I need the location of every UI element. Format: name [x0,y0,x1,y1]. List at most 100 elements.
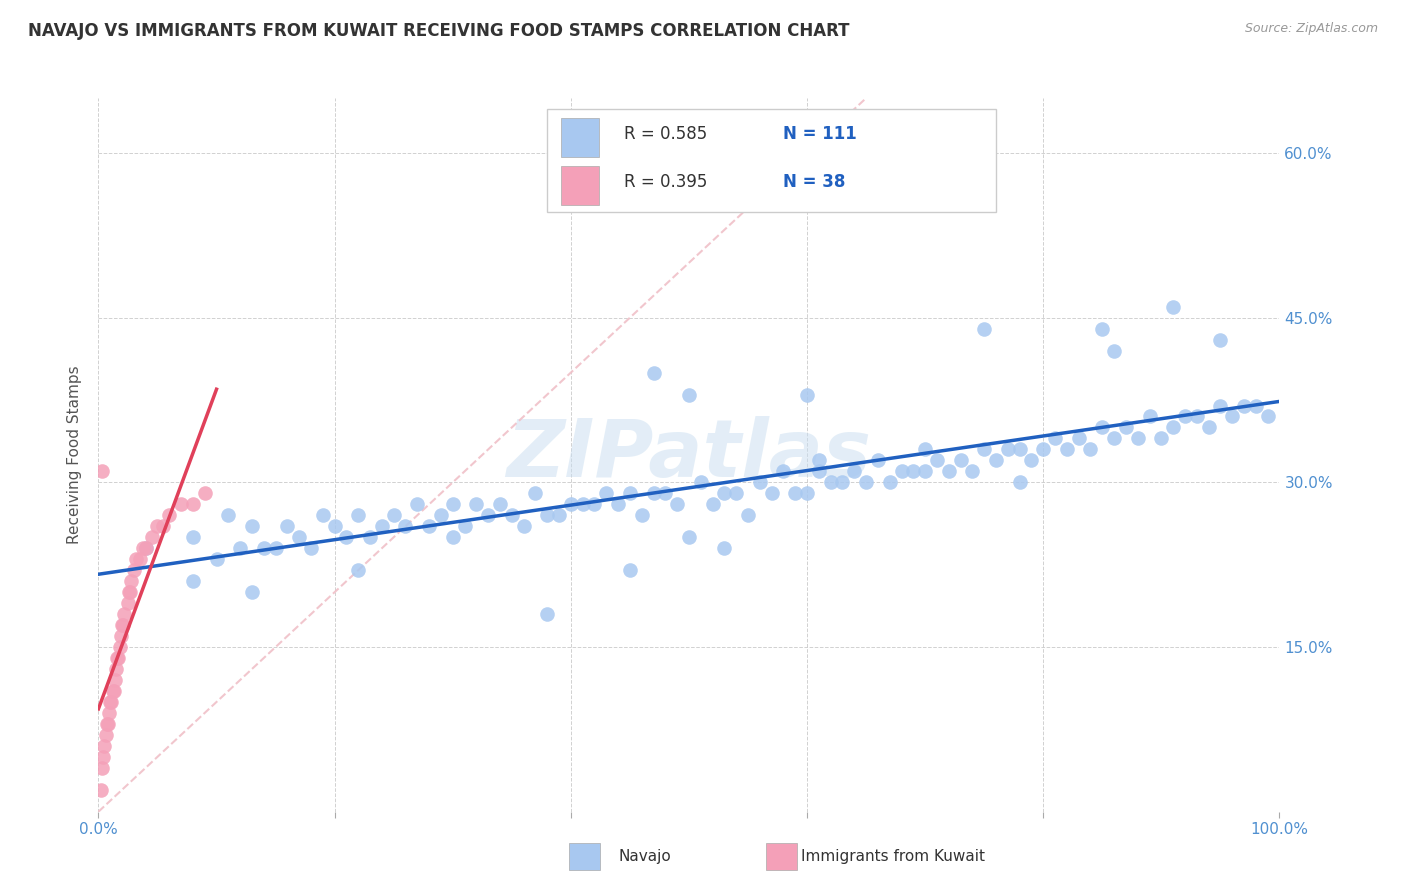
Point [112,607,135,621]
Point [678,387,700,401]
Point [925,453,948,467]
Point [120,585,142,599]
Text: Source: ZipAtlas.com: Source: ZipAtlas.com [1244,22,1378,36]
Point [181,530,204,544]
Point [689,475,711,490]
Point [430,508,453,523]
Point [855,475,877,490]
Point [1032,442,1054,457]
Point [903,464,925,478]
Point [94,728,117,742]
Point [101,684,124,698]
Point [595,486,617,500]
Point [1161,420,1184,434]
Point [194,486,217,500]
Point [796,387,818,401]
Point [90,782,112,797]
Point [1008,442,1031,457]
Point [146,519,169,533]
Point [761,486,783,500]
Point [1139,409,1161,424]
Point [984,453,1007,467]
Point [229,541,252,556]
Point [844,464,866,478]
Point [489,497,512,511]
Point [157,508,180,523]
Point [1209,399,1232,413]
Point [135,541,157,556]
Point [141,530,163,544]
Point [181,497,204,511]
Point [441,530,464,544]
Point [382,508,405,523]
Point [737,508,759,523]
Point [643,486,665,500]
Point [654,486,676,500]
Point [1209,333,1232,347]
Point [748,475,770,490]
Y-axis label: Receiving Food Stamps: Receiving Food Stamps [67,366,83,544]
Point [91,464,114,478]
Point [371,519,394,533]
Point [583,497,606,511]
Point [108,640,131,654]
FancyBboxPatch shape [561,166,599,205]
Point [512,519,534,533]
Point [1067,432,1090,446]
Point [1091,420,1114,434]
Point [299,541,322,556]
Point [807,453,830,467]
Point [807,464,830,478]
Point [1091,321,1114,335]
Point [111,618,134,632]
Text: Immigrants from Kuwait: Immigrants from Kuwait [801,849,986,863]
Point [879,475,901,490]
Text: NAVAJO VS IMMIGRANTS FROM KUWAIT RECEIVING FOOD STAMPS CORRELATION CHART: NAVAJO VS IMMIGRANTS FROM KUWAIT RECEIVI… [28,22,849,40]
Point [831,475,853,490]
Point [276,519,298,533]
Point [973,442,995,457]
Point [571,497,593,511]
Point [866,453,889,467]
Point [335,530,357,544]
Text: N = 38: N = 38 [783,173,846,191]
Point [1185,409,1208,424]
Point [128,552,150,566]
Point [240,585,263,599]
Point [1220,409,1243,424]
Point [107,651,129,665]
Point [630,508,652,523]
Point [938,464,960,478]
Point [1043,432,1066,446]
Point [359,530,381,544]
Point [240,519,263,533]
Point [103,684,125,698]
Point [118,585,141,599]
Point [725,486,748,500]
Point [1233,399,1256,413]
Point [205,552,228,566]
Text: R = 0.585: R = 0.585 [624,125,707,143]
Point [702,497,724,511]
Point [217,508,239,523]
Point [1150,432,1173,446]
Point [1161,300,1184,314]
Text: N = 111: N = 111 [783,125,858,143]
Point [1080,442,1102,457]
Point [962,464,984,478]
Point [135,541,157,556]
Point [607,497,630,511]
Point [347,508,370,523]
Point [1008,475,1031,490]
Point [105,662,128,676]
Point [152,519,174,533]
Point [347,563,370,577]
Point [477,508,499,523]
Text: Navajo: Navajo [619,849,672,863]
Point [110,629,132,643]
Point [619,563,641,577]
Point [91,749,114,764]
Point [323,519,346,533]
Point [465,497,488,511]
Point [796,486,818,500]
